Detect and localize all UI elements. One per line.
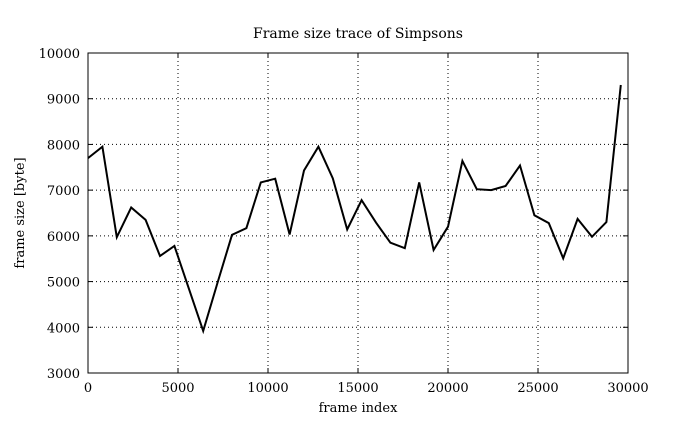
x-tick-label: 25000: [517, 381, 558, 396]
y-tick-label: 5000: [47, 276, 80, 291]
grid-lines: [88, 53, 628, 373]
y-tick-label: 4000: [47, 321, 80, 336]
y-tick-label: 9000: [47, 93, 80, 108]
x-tick-label: 10000: [247, 381, 288, 396]
x-tick-label: 30000: [607, 381, 648, 396]
x-tick-label: 15000: [337, 381, 378, 396]
y-tick-label: 8000: [47, 138, 80, 153]
x-tick-label: 20000: [427, 381, 468, 396]
x-tick-label: 5000: [161, 381, 194, 396]
y-tick-label: 10000: [39, 47, 80, 62]
x-axis-tick-labels: 0 5000 10000 15000 20000 25000 30000: [84, 381, 649, 396]
y-tick-label: 6000: [47, 230, 80, 245]
x-axis-label: frame index: [319, 401, 398, 416]
y-axis-tick-labels: 3000 4000 5000 6000 7000 8000 9000 10000: [39, 47, 80, 382]
series-line: [87, 84, 622, 335]
chart-title: Frame size trace of Simpsons: [253, 26, 463, 42]
y-tick-label: 3000: [47, 367, 80, 382]
axis-ticks: [87, 52, 629, 374]
x-tick-label: 0: [84, 381, 92, 396]
y-axis-label: frame size [byte]: [13, 157, 28, 268]
y-tick-label: 7000: [47, 184, 80, 199]
